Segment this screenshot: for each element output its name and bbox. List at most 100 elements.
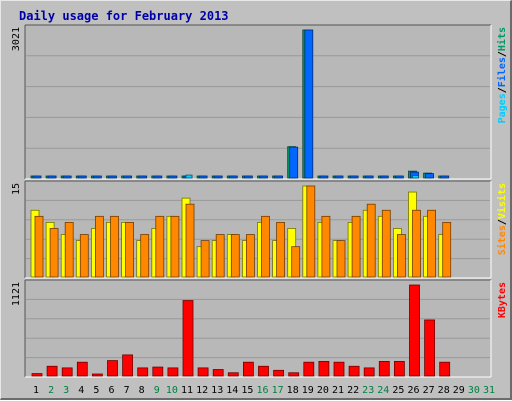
bar-sites (140, 234, 150, 278)
bar-sites (200, 240, 210, 278)
bar-kbytes (333, 361, 345, 377)
bar-sites (306, 185, 316, 278)
x-axis-day-label: 25 (392, 385, 404, 396)
bar-kbytes (152, 366, 164, 377)
bar-kbytes (439, 361, 451, 377)
x-axis-day-label: 18 (287, 385, 299, 396)
bar-files (304, 29, 314, 179)
bar-sites (79, 234, 89, 278)
bar-files (108, 175, 117, 179)
bar-sites (321, 215, 331, 278)
bar-kbytes (227, 372, 239, 377)
x-axis-day-label: 6 (108, 385, 114, 396)
bar-files (32, 175, 42, 179)
x-axis-day-label: 29 (453, 385, 465, 396)
x-axis-day-label: 24 (377, 385, 389, 396)
bar-sites (230, 234, 240, 278)
bar-files (47, 175, 57, 179)
bar-sites (261, 215, 270, 278)
bar-sites (412, 209, 421, 278)
y-axis-max-label: 15 (11, 183, 22, 195)
x-axis-day-label: 13 (211, 385, 223, 396)
bar-files (364, 175, 374, 179)
x-axis-day-label: 1 (33, 385, 39, 396)
bar-files (349, 175, 359, 179)
bar-sites (215, 234, 225, 278)
bar-kbytes (107, 360, 118, 377)
bar-kbytes (197, 367, 209, 377)
bar-files (123, 175, 132, 179)
x-axis-day-label: 19 (302, 385, 314, 396)
bar-kbytes (288, 372, 300, 377)
bar-files (289, 146, 299, 179)
x-axis-day-label: 30 (468, 385, 480, 396)
legend-separator: / (497, 87, 508, 93)
y-axis-max-label: 3021 (11, 27, 22, 51)
x-axis-day-label: 14 (226, 385, 238, 396)
x-axis-day-label: 26 (407, 385, 419, 396)
bar-sites (110, 215, 119, 278)
bar-files (259, 175, 268, 179)
bar-sites (64, 221, 74, 278)
x-axis-day-label: 22 (347, 385, 359, 396)
legend-entry: Files (496, 57, 508, 87)
bar-kbytes (31, 373, 43, 377)
x-axis-day-label: 12 (196, 385, 208, 396)
legend-0: Pages/Files/Hits (496, 27, 508, 123)
legend-entry: Hits (496, 27, 508, 51)
bar-files (440, 175, 450, 179)
bar-pages (185, 174, 193, 179)
x-axis-day-label: 2 (48, 385, 54, 396)
x-axis-day-label: 4 (78, 385, 84, 396)
bar-sites (336, 240, 346, 278)
x-axis-day-label: 8 (139, 385, 145, 396)
bar-files (62, 175, 72, 179)
x-axis-day-label: 10 (166, 385, 178, 396)
x-axis-day-label: 20 (317, 385, 329, 396)
x-axis-day-label: 7 (124, 385, 130, 396)
bar-sites (351, 215, 361, 278)
bar-kbytes (409, 284, 420, 377)
x-axis-day-label: 9 (154, 385, 160, 396)
legend-entry: Sites (496, 225, 508, 255)
x-axis-day-label: 21 (332, 385, 344, 396)
bar-sites (170, 215, 180, 278)
bar-kbytes (273, 369, 285, 377)
bar-kbytes (303, 361, 315, 377)
bar-files (319, 175, 329, 179)
bar-sites (427, 209, 437, 278)
bar-sites (185, 203, 195, 278)
legend-separator: / (497, 219, 508, 225)
bar-sites (442, 221, 452, 278)
bar-kbytes (424, 319, 436, 377)
bar-sites (245, 234, 255, 278)
legend-2: KBytes (497, 282, 508, 318)
bar-sites (155, 215, 165, 278)
legend-entry: Visits (496, 183, 508, 219)
chart-title: Daily usage for February 2013 (19, 9, 229, 23)
x-axis-day-label: 3 (63, 385, 69, 396)
y-axis-max-label: 1121 (11, 282, 22, 306)
kbytes-panel-background (25, 280, 491, 377)
bar-files (334, 175, 344, 179)
bar-sites (291, 246, 301, 278)
bar-kbytes (122, 354, 133, 377)
bar-sites (125, 221, 134, 278)
bar-files (243, 175, 253, 179)
bar-files (93, 175, 102, 179)
legend-1: Sites/Visits (496, 183, 508, 255)
bar-files (77, 175, 87, 179)
x-axis-day-label: 16 (256, 385, 268, 396)
bar-sites (366, 203, 376, 278)
bar-files (379, 175, 389, 179)
x-axis-day-label: 15 (241, 385, 253, 396)
bar-files (425, 173, 435, 179)
bar-sites (34, 215, 44, 278)
bar-kbytes (46, 365, 58, 377)
x-axis-day-label: 27 (423, 385, 435, 396)
bar-kbytes (393, 360, 405, 377)
bar-kbytes (378, 360, 390, 377)
bar-sites (49, 228, 59, 278)
